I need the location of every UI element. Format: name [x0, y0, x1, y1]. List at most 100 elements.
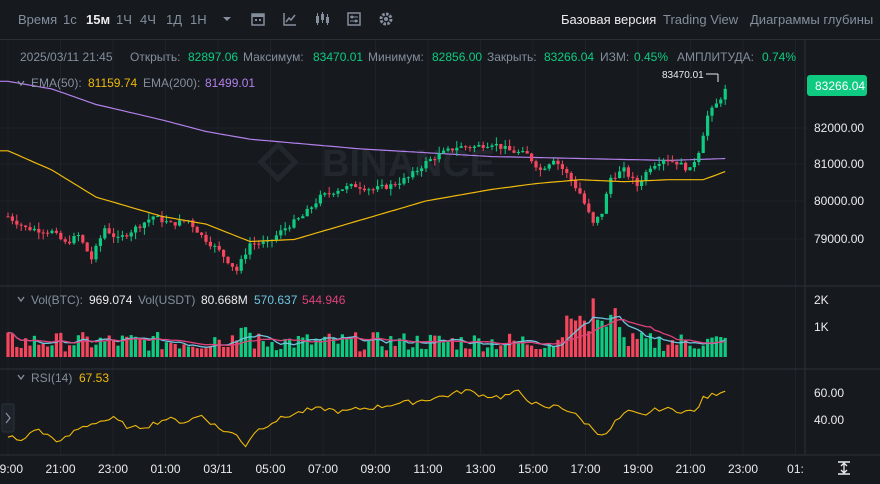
volume-bar [640, 332, 644, 357]
interval-1s[interactable]: 1с [63, 12, 77, 27]
ema200-label: EMA(200): [143, 76, 200, 90]
volume-bar [37, 344, 41, 357]
interval-1d[interactable]: 1Д [166, 12, 183, 27]
candle [24, 225, 28, 228]
candle [252, 243, 256, 245]
time-tick: 19:00 [0, 462, 23, 476]
volume-bar [684, 340, 688, 357]
candle [503, 145, 507, 149]
price-tick: 80000.00 [814, 194, 864, 208]
interval-15m[interactable]: 15м [86, 12, 111, 27]
time-tick: 21:00 [45, 462, 75, 476]
candle [226, 256, 230, 264]
candle [283, 228, 287, 231]
candle [692, 162, 696, 168]
volume-bar [261, 341, 265, 357]
candle [481, 145, 485, 148]
candle [644, 172, 648, 181]
volume-bar [160, 349, 164, 357]
interval-4h[interactable]: 4Ч [140, 12, 156, 27]
volume-bar [41, 343, 45, 357]
volume-bar [371, 332, 375, 357]
volume-bar [208, 346, 212, 357]
chevron-down-icon[interactable] [219, 11, 235, 27]
indicator-icon[interactable] [282, 11, 298, 27]
time-tick: 03/11 [203, 462, 232, 476]
volume-bar [631, 333, 635, 357]
volume-bar [415, 335, 419, 357]
candle [81, 235, 85, 243]
volume-bar [701, 345, 705, 357]
candle [90, 251, 94, 260]
volume-bar [587, 331, 591, 357]
candle [547, 164, 551, 169]
candle [15, 220, 19, 225]
price-axis[interactable]: 82000.00 81000.00 80000.00 79000.00 [814, 121, 864, 246]
scale-icon[interactable] [838, 461, 850, 475]
candle [670, 161, 674, 163]
candle [142, 222, 146, 228]
time-axis[interactable]: 19:00 21:00 23:00 01:00 03/11 05:00 07:00 09:00… [0, 462, 804, 476]
candle [354, 184, 358, 188]
time-label[interactable]: Время [18, 12, 58, 27]
time-tick: 11:00 [413, 462, 442, 476]
volume-bar [129, 335, 133, 357]
volume-bar [613, 308, 617, 357]
candle [323, 193, 327, 195]
interval-1w[interactable]: 1Н [190, 12, 207, 27]
volume-bar [6, 332, 10, 357]
interval-1h[interactable]: 1Ч [116, 12, 132, 27]
candle [552, 160, 556, 165]
volume-bar [609, 314, 613, 357]
time-tick: 01:00 [150, 462, 180, 476]
volume-bar [257, 333, 261, 357]
rsi-label: RSI(14) [31, 371, 72, 385]
volume-bar [274, 350, 278, 357]
volume-ma-line [7, 318, 726, 346]
candle [46, 232, 50, 234]
volume-bar [644, 338, 648, 357]
candle [556, 160, 560, 165]
vol-usdt-value: 80.668M [201, 293, 248, 307]
chart-area[interactable]: BINANCE 2025/03/11 21:45 Открыть: 82897.… [0, 40, 880, 484]
volume-bar [103, 340, 107, 357]
time-tick: 07:00 [308, 462, 338, 476]
volume-bar [455, 349, 459, 357]
view-basic[interactable]: Базовая версия [561, 12, 657, 27]
candle [191, 220, 195, 227]
volume-bar [406, 349, 410, 357]
volume-bar [494, 349, 498, 357]
candle [569, 172, 573, 181]
calendar-icon[interactable] [250, 11, 266, 27]
view-depth[interactable]: Диаграммы глубины [750, 12, 874, 27]
volume-bar [424, 349, 428, 357]
sliders-icon[interactable] [346, 11, 362, 27]
open-value: 82897.06 [188, 50, 238, 64]
time-tick: 23:00 [728, 462, 758, 476]
ema200-value: 81499.01 [205, 76, 255, 90]
volume-bar [354, 332, 358, 357]
candle [420, 168, 424, 172]
candle [239, 259, 243, 271]
collapse-arrow-icon[interactable] [1, 403, 15, 433]
volume-bar [662, 350, 666, 357]
candle [433, 159, 437, 161]
volume-bar [349, 337, 353, 357]
gear-icon[interactable] [378, 11, 394, 27]
candle [314, 203, 318, 208]
high-marker: 83470.01 [662, 70, 719, 82]
volume-bar [622, 337, 626, 357]
view-tradingview[interactable]: Trading View [663, 12, 739, 27]
volume-bar [301, 337, 305, 357]
volume-bar [358, 351, 362, 357]
ohlc-date: 2025/03/11 21:45 [20, 50, 113, 64]
volume-bar [538, 349, 542, 357]
candle [195, 226, 199, 233]
vol-btc-value: 969.074 [89, 293, 133, 307]
candle [538, 167, 542, 170]
candle-type-icon[interactable] [314, 11, 330, 27]
candle [521, 151, 525, 153]
volume-bar [191, 346, 195, 357]
current-price-tag: 83266.04 [807, 75, 867, 96]
volume-bar [472, 335, 476, 357]
